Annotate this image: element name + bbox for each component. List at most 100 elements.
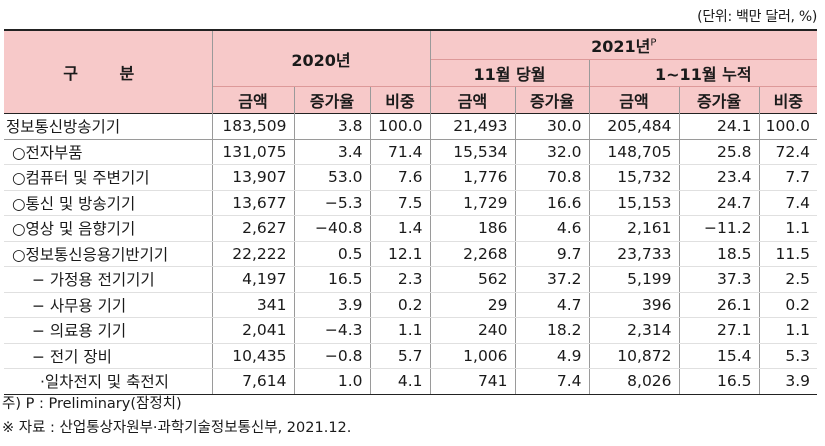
table-row: ○정보통신응용기반기기 22,222 0.5 12.1 2,268 9.7 23,733 18… <box>4 241 818 267</box>
table-row: − 의료용 기기 2,041 −4.3 1.1 240 18.2 2,314 27.1 1.1 <box>4 317 818 344</box>
table-row: − 가정용 전기기기 4,197 16.5 2.3 562 37.2 5,199 37.3 2.… <box>4 266 818 293</box>
table-cell: 2,314 <box>588 317 680 344</box>
table-cell: −11.2 <box>678 215 760 242</box>
table-row: 정보통신방송기기 183,509 3.8 100.0 21,493 30.0 205,484… <box>4 113 818 140</box>
table-cell: 148,705 <box>588 139 680 165</box>
table-cell: 5.3 <box>758 343 818 369</box>
table-body: 정보통신방송기기 183,509 3.8 100.0 21,493 30.0 205,484… <box>4 113 818 395</box>
footnote-source: ※ 자료 : 산업통상자원부·과학기술정보통신부, 2021.12. <box>2 420 352 436</box>
table-cell: 32.0 <box>514 139 590 165</box>
row-label: ○전자부품 <box>4 139 212 165</box>
table-cell: 1.0 <box>293 368 370 395</box>
table-cell: 24.1 <box>678 113 760 140</box>
table-cell: 2,627 <box>211 215 294 242</box>
table-cell: 131,075 <box>211 139 294 165</box>
table-cell: 4.9 <box>514 343 590 369</box>
table-cell: 562 <box>429 266 516 293</box>
table-row: ○전자부품 131,075 3.4 71.4 15,534 32.0 148,705 25.8… <box>4 139 818 165</box>
row-label: ○영상 및 음향기기 <box>4 215 212 242</box>
table-cell: 396 <box>588 292 680 318</box>
table-cell: 205,484 <box>588 113 680 140</box>
row-label: ○컴퓨터 및 주변기기 <box>4 164 212 191</box>
table-cell: 10,872 <box>588 343 680 369</box>
table-cell: 2,041 <box>211 317 294 344</box>
export-table: 구 분 2020년 2021년P 11월 당월 1~11월 누적 금액 증가율 … <box>4 29 818 395</box>
col-growth-cum: 증가율 <box>678 86 760 114</box>
table-cell: 5,199 <box>588 266 680 293</box>
table-cell: 5.7 <box>369 343 431 369</box>
col-growth-nov: 증가율 <box>514 86 590 114</box>
table-cell: 53.0 <box>293 164 370 191</box>
row-label: ○정보통신응용기반기기 <box>4 241 212 267</box>
table-cell: 7.6 <box>369 164 431 191</box>
table-cell: 22,222 <box>211 241 294 267</box>
row-label: 정보통신방송기기 <box>4 113 212 140</box>
table-cell: −4.3 <box>293 317 370 344</box>
jan-nov-header: 1~11월 누적 <box>588 59 818 87</box>
table-cell: 2,161 <box>588 215 680 242</box>
table-cell: 30.0 <box>514 113 590 140</box>
table-cell: 1.1 <box>369 317 431 344</box>
col-amount-2020: 금액 <box>211 86 294 114</box>
table-row: ○통신 및 방송기기 13,677 −5.3 7.5 1,729 16.6 15,153 24… <box>4 190 818 216</box>
table-cell: 1.4 <box>369 215 431 242</box>
table-cell: 21,493 <box>429 113 516 140</box>
table-row: ○컴퓨터 및 주변기기 13,907 53.0 7.6 1,776 70.8 15,732 2… <box>4 164 818 191</box>
table-cell: 72.4 <box>758 139 818 165</box>
table-cell: 3.8 <box>293 113 370 140</box>
row-label: − 전기 장비 <box>4 343 212 369</box>
table-cell: 29 <box>429 292 516 318</box>
table-cell: 1.1 <box>758 317 818 344</box>
row-label: ○통신 및 방송기기 <box>4 190 212 216</box>
unit-note: (단위: 백만 달러, %) <box>697 9 817 25</box>
table-cell: 4.6 <box>514 215 590 242</box>
footnotes: 주) P : Preliminary(잠정치) ※ 자료 : 산업통상자원부·과… <box>2 392 351 440</box>
table-cell: 18.5 <box>678 241 760 267</box>
table-cell: 0.2 <box>758 292 818 318</box>
table-cell: 11.5 <box>758 241 818 267</box>
table-cell: 1.1 <box>758 215 818 242</box>
table-cell: 0.5 <box>293 241 370 267</box>
table-cell: 7.4 <box>514 368 590 395</box>
table-cell: 37.2 <box>514 266 590 293</box>
table-cell: 70.8 <box>514 164 590 191</box>
table-cell: 25.8 <box>678 139 760 165</box>
table-cell: 27.1 <box>678 317 760 344</box>
table-cell: 15,534 <box>429 139 516 165</box>
table-cell: 18.2 <box>514 317 590 344</box>
table-cell: 183,509 <box>211 113 294 140</box>
table-cell: 24.7 <box>678 190 760 216</box>
table-cell: 100.0 <box>369 113 431 140</box>
table-cell: 2.5 <box>758 266 818 293</box>
table-header: 구 분 2020년 2021년P 11월 당월 1~11월 누적 금액 증가율 … <box>4 30 818 114</box>
table-cell: 240 <box>429 317 516 344</box>
table-cell: 71.4 <box>369 139 431 165</box>
table-cell: 1,006 <box>429 343 516 369</box>
category-header: 구 분 <box>4 30 212 114</box>
table-cell: 3.9 <box>293 292 370 318</box>
year-2020-header: 2020년 <box>211 30 431 87</box>
table-cell: 100.0 <box>758 113 818 140</box>
table-cell: 341 <box>211 292 294 318</box>
table-cell: 1,729 <box>429 190 516 216</box>
table-cell: 4,197 <box>211 266 294 293</box>
table-cell: 8,026 <box>588 368 680 395</box>
nov-month-header: 11월 당월 <box>429 59 590 87</box>
table-cell: −40.8 <box>293 215 370 242</box>
col-growth-2020: 증가율 <box>293 86 370 114</box>
row-label: − 의료용 기기 <box>4 317 212 344</box>
col-share-2020: 비중 <box>369 86 431 114</box>
table-cell: 186 <box>429 215 516 242</box>
table-cell: 9.7 <box>514 241 590 267</box>
row-label: − 사무용 기기 <box>4 292 212 318</box>
row-label: ·일차전지 및 축전지 <box>4 368 212 395</box>
table-cell: 23,733 <box>588 241 680 267</box>
table-cell: 7.4 <box>758 190 818 216</box>
table-cell: 1,776 <box>429 164 516 191</box>
table-cell: 0.2 <box>369 292 431 318</box>
table-cell: 37.3 <box>678 266 760 293</box>
table-cell: 2.3 <box>369 266 431 293</box>
table-cell: 16.5 <box>293 266 370 293</box>
footnote-preliminary: 주) P : Preliminary(잠정치) <box>2 396 182 412</box>
col-amount-cum: 금액 <box>588 86 680 114</box>
